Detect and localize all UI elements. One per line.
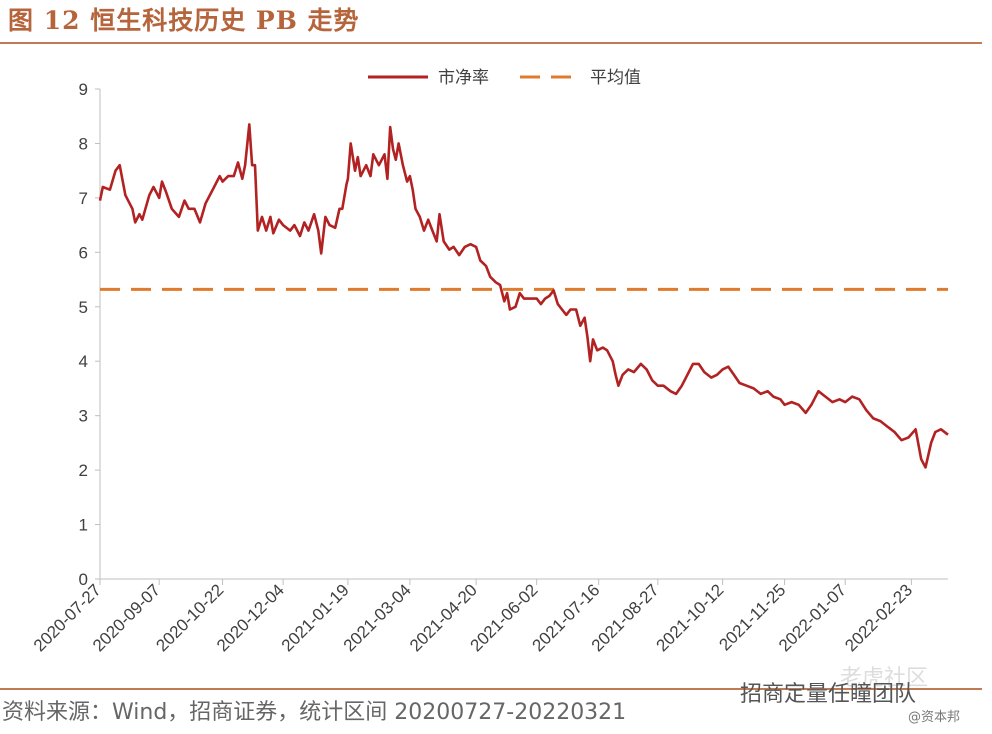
x-tick-label: 2021-10-12 <box>653 580 728 655</box>
y-tick-label: 0 <box>79 570 88 589</box>
watermark-faint: 老虎社区 <box>840 666 929 691</box>
figure-label: 图 12 <box>8 6 81 35</box>
y-tick-label: 9 <box>79 80 88 99</box>
legend-pb-label: 市净率 <box>438 68 489 88</box>
figure-title-text: 恒生科技历史 PB 走势 <box>90 6 360 35</box>
y-tick-label: 6 <box>79 243 88 262</box>
pb-line-chart: 01234567892020-07-272020-09-072020-10-22… <box>30 68 949 655</box>
legend-average-label: 平均值 <box>590 68 641 88</box>
source-note: 资料来源：Wind，招商证券，统计区间 20200727-20220321 <box>2 700 627 725</box>
y-tick-label: 2 <box>79 461 88 480</box>
series-pb-line <box>98 123 949 469</box>
y-tick-label: 7 <box>79 189 88 208</box>
y-tick-label: 1 <box>79 516 88 535</box>
footer-divider <box>0 688 982 690</box>
y-tick-label: 3 <box>79 407 88 426</box>
figure-title: 图 12 恒生科技历史 PB 走势 <box>8 4 360 38</box>
title-divider <box>0 42 982 44</box>
y-tick-label: 4 <box>79 352 88 371</box>
watermark-team: 招商定量任瞳团队 <box>740 682 917 707</box>
x-tick-label: 2021-03-04 <box>340 580 415 655</box>
y-tick-label: 8 <box>79 134 88 153</box>
y-tick-label: 5 <box>79 298 88 317</box>
watermark-handle: @资本邦 <box>908 710 961 725</box>
x-tick-label: 2022-02-23 <box>841 580 916 655</box>
